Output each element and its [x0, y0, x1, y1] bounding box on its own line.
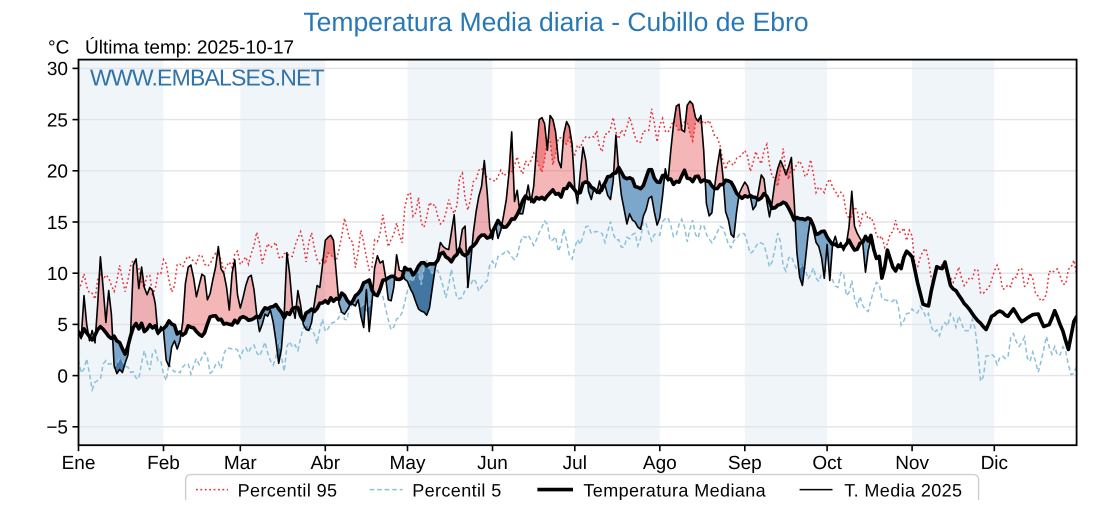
- svg-text:30: 30: [47, 59, 68, 80]
- svg-text:T. Media 2025: T. Media 2025: [844, 481, 962, 501]
- svg-text:Abr: Abr: [311, 453, 341, 474]
- svg-text:Nov: Nov: [895, 453, 929, 474]
- svg-text:0: 0: [57, 366, 68, 387]
- svg-text:25: 25: [47, 110, 68, 131]
- svg-text:Percentil 5: Percentil 5: [412, 481, 501, 501]
- svg-text:Jun: Jun: [477, 453, 508, 474]
- svg-text:Percentil 95: Percentil 95: [238, 481, 338, 501]
- svg-text:10: 10: [47, 264, 68, 285]
- svg-text:Mar: Mar: [224, 453, 257, 474]
- svg-text:15: 15: [47, 213, 68, 234]
- svg-text:°C: °C: [48, 38, 69, 59]
- svg-text:Sep: Sep: [728, 453, 762, 474]
- svg-text:20: 20: [47, 162, 68, 183]
- svg-text:Oct: Oct: [812, 453, 842, 474]
- svg-text:Última temp: 2025-10-17: Última temp: 2025-10-17: [85, 37, 294, 59]
- svg-text:Ago: Ago: [643, 453, 677, 474]
- svg-text:−5: −5: [46, 418, 68, 439]
- svg-text:Ene: Ene: [62, 453, 96, 474]
- svg-text:WWW.EMBALSES.NET: WWW.EMBALSES.NET: [90, 65, 325, 91]
- svg-text:Jul: Jul: [563, 453, 587, 474]
- svg-text:5: 5: [57, 315, 68, 336]
- svg-text:Temperatura Mediana: Temperatura Mediana: [583, 481, 766, 501]
- svg-text:Feb: Feb: [147, 453, 180, 474]
- svg-text:Dic: Dic: [981, 453, 1008, 474]
- svg-text:May: May: [390, 453, 426, 474]
- svg-text:Temperatura Media diaria - Cub: Temperatura Media diaria - Cubillo de Eb…: [303, 7, 808, 37]
